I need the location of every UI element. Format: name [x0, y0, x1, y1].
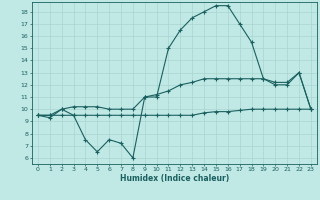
X-axis label: Humidex (Indice chaleur): Humidex (Indice chaleur) — [120, 174, 229, 183]
